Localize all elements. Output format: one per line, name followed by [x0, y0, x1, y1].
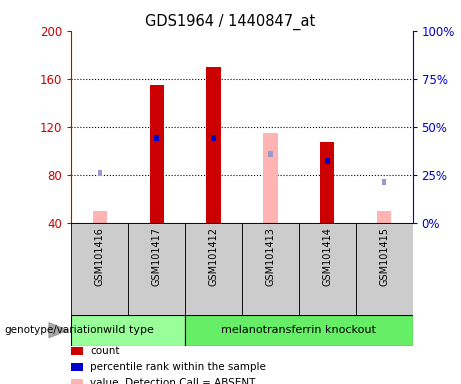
Text: wild type: wild type [103, 325, 154, 335]
Text: percentile rank within the sample: percentile rank within the sample [90, 362, 266, 372]
Bar [93, 211, 107, 223]
Text: GSM101415: GSM101415 [379, 227, 389, 286]
Bar [185, 223, 242, 315]
Text: GSM101413: GSM101413 [266, 227, 276, 286]
Text: GSM101414: GSM101414 [322, 227, 332, 286]
Bar [98, 170, 102, 176]
Bar [150, 85, 164, 223]
Bar [185, 315, 413, 346]
Text: GSM101417: GSM101417 [152, 227, 162, 286]
Text: GSM101412: GSM101412 [208, 227, 219, 286]
Text: value, Detection Call = ABSENT: value, Detection Call = ABSENT [90, 378, 255, 384]
Bar [71, 315, 185, 346]
Bar [263, 133, 278, 223]
Text: count: count [90, 346, 119, 356]
Bar [207, 67, 221, 223]
Polygon shape [49, 323, 68, 338]
Bar [268, 151, 273, 157]
Bar [299, 223, 356, 315]
Bar [71, 223, 128, 315]
Bar [377, 211, 391, 223]
Text: GDS1964 / 1440847_at: GDS1964 / 1440847_at [145, 13, 316, 30]
Text: GSM101416: GSM101416 [95, 227, 105, 286]
Bar [128, 223, 185, 315]
Bar [325, 158, 330, 164]
Bar [382, 179, 386, 185]
Text: melanotransferrin knockout: melanotransferrin knockout [221, 325, 376, 335]
Text: genotype/variation: genotype/variation [5, 325, 104, 335]
Bar [320, 142, 334, 223]
Bar [242, 223, 299, 315]
Bar [211, 135, 216, 141]
Bar [356, 223, 413, 315]
Bar [154, 135, 159, 141]
